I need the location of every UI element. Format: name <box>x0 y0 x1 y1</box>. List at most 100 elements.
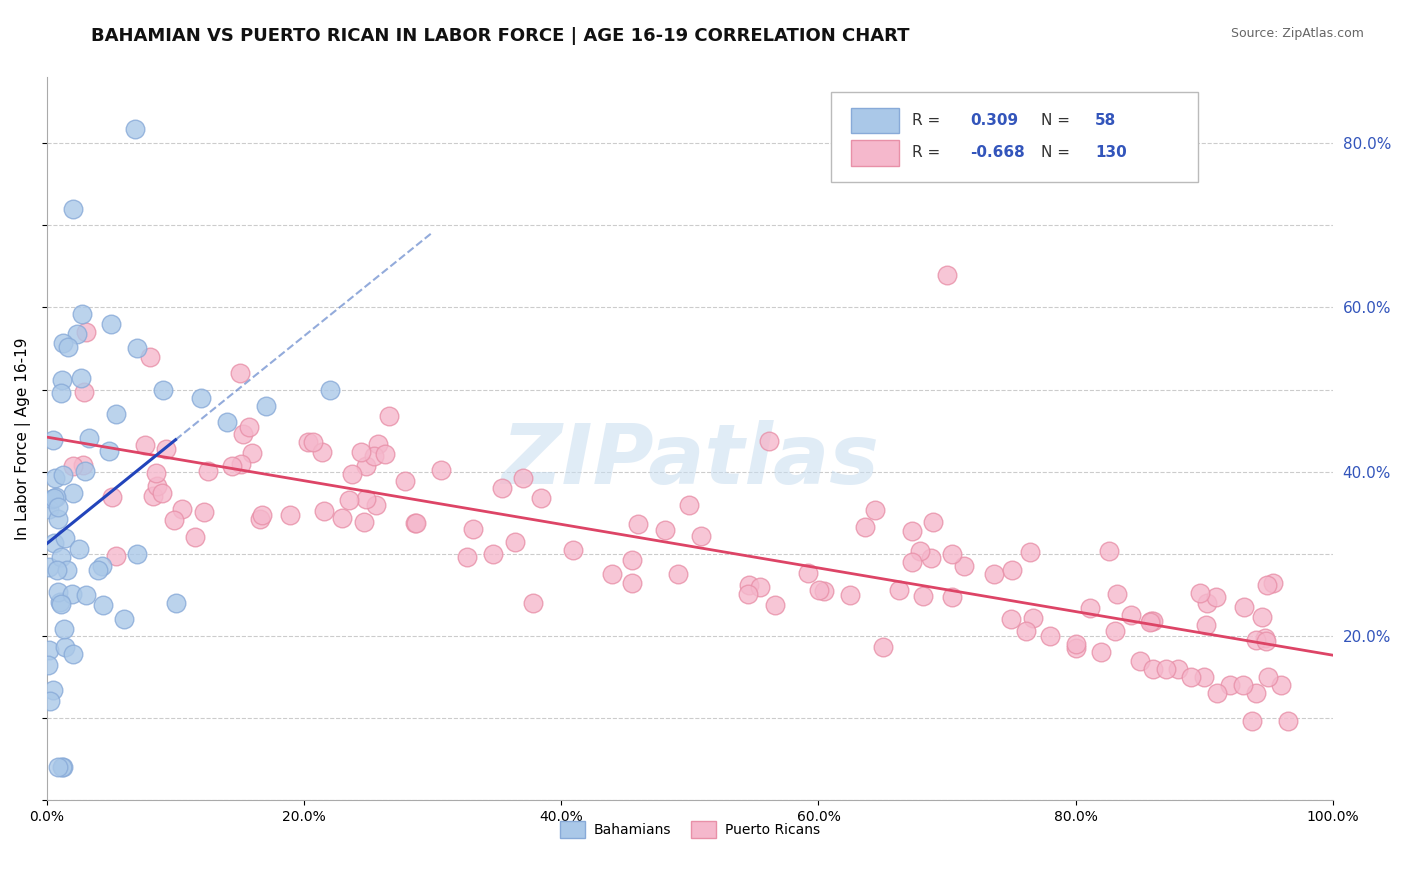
Point <box>363 449 385 463</box>
Text: Source: ZipAtlas.com: Source: ZipAtlas.com <box>1230 27 1364 40</box>
FancyBboxPatch shape <box>831 92 1198 182</box>
Point <box>46 500 69 515</box>
Point <box>42 682 65 697</box>
Point <box>367 437 389 451</box>
Point <box>44 536 66 550</box>
Point <box>165 596 187 610</box>
Text: BAHAMIAN VS PUERTO RICAN IN LABOR FORCE | AGE 16-19 CORRELATION CHART: BAHAMIAN VS PUERTO RICAN IN LABOR FORCE … <box>91 27 910 45</box>
Point <box>53 622 76 636</box>
Point <box>73 464 96 478</box>
Point <box>1256 577 1278 591</box>
Point <box>405 516 427 530</box>
Point <box>38 560 60 574</box>
Point <box>73 385 96 400</box>
Point <box>600 567 623 582</box>
Point <box>872 640 894 654</box>
Point <box>901 524 924 538</box>
Point <box>142 489 165 503</box>
Point <box>1119 607 1142 622</box>
Point <box>170 502 193 516</box>
Point <box>430 463 453 477</box>
Point <box>125 342 148 356</box>
Point <box>941 591 963 605</box>
Point <box>481 547 503 561</box>
Point <box>91 598 114 612</box>
Point <box>105 408 128 422</box>
Point <box>491 481 513 495</box>
Point <box>52 760 75 774</box>
Point <box>901 556 924 570</box>
Point <box>240 446 263 460</box>
Point <box>215 416 238 430</box>
Point <box>354 491 377 506</box>
Point <box>953 559 976 574</box>
Point <box>912 589 935 603</box>
Point <box>1064 637 1087 651</box>
Point <box>67 541 90 556</box>
Point <box>52 336 75 351</box>
Point <box>512 471 534 485</box>
Point <box>145 467 167 481</box>
Point <box>75 588 97 602</box>
Point <box>190 391 212 405</box>
Point <box>1142 662 1164 676</box>
Text: 130: 130 <box>1095 145 1126 160</box>
Point <box>350 445 373 459</box>
Point <box>364 498 387 512</box>
Point <box>1064 640 1087 655</box>
Point <box>221 458 243 473</box>
Point <box>39 693 62 707</box>
Point <box>51 373 73 387</box>
Point <box>887 582 910 597</box>
Point <box>49 386 72 401</box>
FancyBboxPatch shape <box>851 140 900 166</box>
Point <box>254 399 277 413</box>
Point <box>70 371 93 385</box>
Point <box>374 447 396 461</box>
Point <box>920 551 942 566</box>
Point <box>1205 590 1227 604</box>
Point <box>97 443 120 458</box>
Point <box>278 508 301 523</box>
Point <box>66 326 89 341</box>
Point <box>813 584 835 599</box>
Point <box>60 587 83 601</box>
Point <box>183 530 205 544</box>
Point <box>1090 645 1112 659</box>
Point <box>737 587 759 601</box>
Point <box>62 458 84 473</box>
Text: N =: N = <box>1040 145 1074 160</box>
Point <box>503 535 526 549</box>
Point <box>796 566 818 580</box>
Point <box>301 434 323 449</box>
Point <box>46 511 69 525</box>
Point <box>339 493 361 508</box>
Point <box>1180 670 1202 684</box>
FancyBboxPatch shape <box>851 108 900 133</box>
Point <box>1257 670 1279 684</box>
Point <box>41 492 63 507</box>
Point <box>1142 614 1164 628</box>
Point <box>41 433 63 447</box>
Point <box>38 501 60 516</box>
Point <box>297 435 319 450</box>
Point <box>197 464 219 478</box>
Point <box>456 549 478 564</box>
Point <box>58 340 80 354</box>
Point <box>101 491 124 505</box>
Point <box>936 268 959 282</box>
Point <box>125 547 148 561</box>
Point <box>330 511 353 525</box>
Point <box>155 442 177 457</box>
Point <box>91 558 114 573</box>
Point <box>690 529 713 543</box>
Point <box>311 444 333 458</box>
Point <box>51 760 73 774</box>
Text: N =: N = <box>1040 112 1074 128</box>
Point <box>530 491 553 506</box>
Point <box>1277 714 1299 728</box>
Point <box>53 640 76 654</box>
Point <box>394 474 416 488</box>
Point <box>908 544 931 558</box>
Point <box>1232 678 1254 692</box>
